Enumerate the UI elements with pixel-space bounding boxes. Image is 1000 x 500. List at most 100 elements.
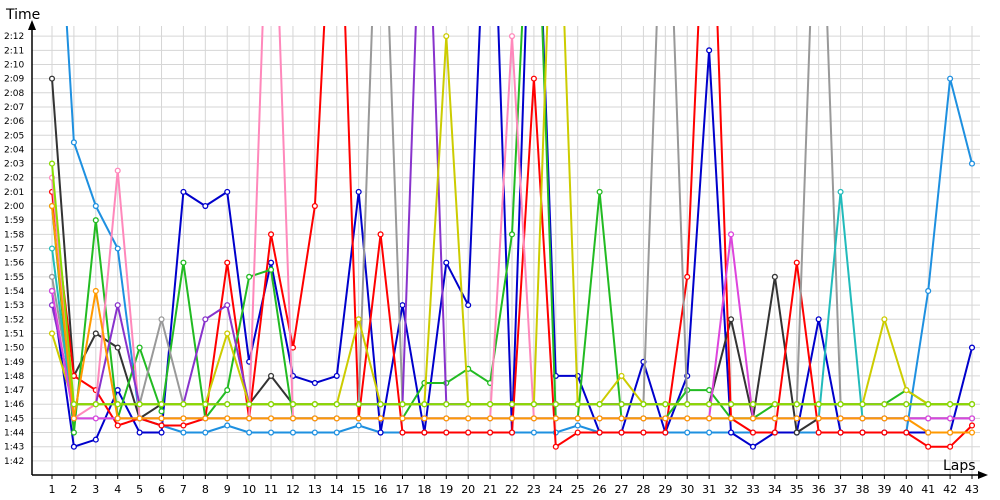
data-point	[136, 344, 143, 351]
data-point	[618, 372, 625, 379]
data-point	[947, 401, 954, 408]
data-point	[333, 401, 340, 408]
x-tick-label: 31	[702, 483, 716, 496]
x-tick-label: 43	[965, 483, 979, 496]
data-point	[443, 33, 450, 40]
x-tick-label: 19	[439, 483, 453, 496]
data-point	[662, 415, 669, 422]
x-tick-label: 3	[92, 483, 99, 496]
plot-area	[48, 26, 976, 450]
data-point	[114, 344, 121, 351]
y-tick-label: 1:57	[4, 245, 24, 255]
y-tick-label: 2:03	[4, 160, 24, 170]
data-point	[968, 429, 976, 436]
x-tick-label: 27	[615, 483, 629, 496]
data-point	[530, 401, 537, 408]
data-point	[968, 344, 976, 351]
y-tick-label: 2:00	[4, 202, 24, 212]
y-tick-label: 1:56	[4, 259, 24, 269]
data-point	[530, 75, 537, 82]
x-tick-label: 36	[812, 483, 826, 496]
x-tick-label: 29	[658, 483, 672, 496]
data-point	[968, 160, 976, 167]
data-point	[267, 372, 275, 379]
data-point	[749, 429, 757, 436]
data-point	[727, 415, 735, 422]
data-point	[48, 273, 56, 280]
data-point	[267, 259, 275, 266]
data-point	[727, 429, 735, 436]
data-point	[246, 273, 253, 280]
data-point	[552, 401, 559, 408]
data-point	[727, 316, 735, 323]
data-point	[706, 401, 713, 408]
data-point	[574, 429, 581, 436]
data-point	[574, 415, 581, 422]
data-point	[267, 429, 275, 436]
y-tick-label: 1:45	[4, 414, 24, 424]
data-point	[180, 401, 187, 408]
y-tick-label: 1:44	[4, 429, 24, 439]
x-tick-label: 38	[855, 483, 869, 496]
data-point	[859, 429, 866, 436]
y-tick-label: 1:55	[4, 273, 24, 283]
data-point	[508, 401, 516, 408]
data-point	[180, 415, 187, 422]
data-point	[399, 415, 406, 422]
data-point	[815, 415, 822, 422]
y-tick-label: 1:58	[4, 230, 24, 240]
x-tick-label: 39	[877, 483, 891, 496]
data-point	[114, 387, 121, 394]
data-point	[684, 415, 691, 422]
data-point	[158, 316, 165, 323]
x-tick-label: 18	[417, 483, 431, 496]
x-tick-label: 12	[286, 483, 300, 496]
data-point	[903, 387, 910, 394]
data-point	[837, 401, 844, 408]
data-point	[202, 415, 209, 422]
data-point	[180, 188, 187, 195]
x-tick-label: 34	[768, 483, 782, 496]
data-point	[903, 429, 910, 436]
data-point	[662, 401, 669, 408]
x-tick-label: 13	[308, 483, 322, 496]
data-point	[925, 287, 932, 295]
data-point	[136, 429, 143, 436]
x-tick-label: 1	[49, 483, 56, 496]
data-point	[508, 231, 516, 238]
data-point	[859, 415, 866, 422]
data-point	[311, 401, 318, 408]
data-point	[180, 422, 187, 429]
data-point	[749, 415, 757, 422]
x-tick-label: 35	[790, 483, 804, 496]
y-tick-label: 1:42	[4, 457, 24, 467]
data-point	[355, 316, 362, 323]
x-tick-label: 30	[680, 483, 694, 496]
y-tick-label: 1:51	[4, 329, 24, 339]
data-point	[48, 330, 56, 337]
x-axis-title: Laps	[943, 458, 976, 474]
data-point	[333, 415, 340, 422]
data-point	[70, 139, 77, 146]
data-point	[136, 401, 143, 408]
data-point	[749, 443, 757, 450]
data-point	[596, 401, 603, 408]
data-point	[684, 401, 691, 408]
data-point	[92, 436, 99, 443]
x-axis-arrow	[978, 471, 988, 479]
x-tick-label: 22	[505, 483, 519, 496]
x-tick-label: 15	[352, 483, 366, 496]
data-point	[114, 422, 121, 429]
y-tick-label: 1:48	[4, 372, 24, 382]
data-point	[706, 429, 713, 436]
data-point	[903, 415, 910, 422]
y-tick-label: 1:59	[4, 216, 24, 226]
data-point	[92, 330, 99, 337]
data-point	[815, 401, 822, 408]
y-tick-label: 2:10	[4, 60, 24, 70]
data-point	[925, 429, 932, 436]
data-point	[596, 429, 603, 436]
data-point	[355, 188, 362, 195]
data-point	[618, 401, 625, 408]
